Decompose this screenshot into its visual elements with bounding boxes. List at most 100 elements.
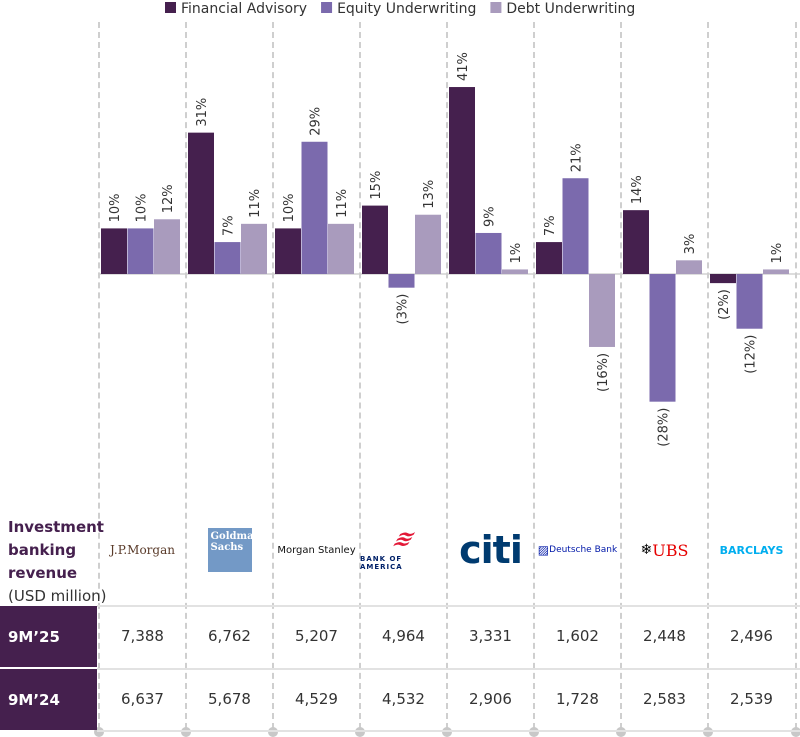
bank-logo: Morgan Stanley: [273, 525, 360, 575]
data-label: 12%: [161, 184, 176, 213]
bar-chart: Financial Advisory Equity Underwriting Deb…: [99, 1, 800, 447]
deutsche-bank-icon: ▨: [537, 543, 550, 557]
revenue-cell: 1,602: [556, 627, 599, 645]
bank-logo-text: BARCLAYS: [719, 543, 784, 557]
data-label: 9%: [483, 206, 498, 227]
data-label: 31%: [195, 98, 210, 127]
column-divider: [707, 22, 709, 729]
data-label: 14%: [630, 175, 645, 204]
bank-logo-text: Morgan Stanley: [277, 544, 356, 556]
bar-equity-underwriting: [214, 242, 241, 274]
data-label: 21%: [570, 143, 585, 172]
data-label: 11%: [335, 189, 350, 218]
bank-logo-text: Goldman Sachs: [207, 528, 261, 572]
bar-financial-advisory: [275, 228, 301, 274]
divider-dot: [355, 727, 365, 737]
table-label-title: Investment banking revenue: [8, 518, 104, 582]
bar-equity-underwriting: [301, 141, 328, 274]
revenue-cell: 7,388: [121, 627, 164, 645]
column-divider: [185, 22, 187, 729]
revenue-cell: 1,728: [556, 690, 599, 708]
data-label: (12%): [744, 335, 759, 374]
bar-equity-underwriting: [388, 274, 415, 288]
data-label: (28%): [657, 408, 672, 447]
data-label: 3%: [683, 234, 698, 255]
revenue-cell: 2,583: [643, 690, 686, 708]
bar-debt-underwriting: [154, 219, 180, 274]
divider-dot: [529, 727, 539, 737]
bank-logo: J.P.Morgan: [99, 525, 186, 575]
bar-debt-underwriting: [763, 269, 789, 274]
bank-logo: citi: [447, 525, 534, 575]
bank-logo-text: Deutsche Bank: [549, 545, 618, 555]
bar-financial-advisory: [101, 228, 127, 274]
bank-logo: BANK OF AMERICA ≋: [360, 525, 447, 575]
legend-swatch: [165, 2, 176, 13]
row-header: 9M’25: [0, 606, 97, 667]
bank-logo: ❄ UBS: [621, 525, 708, 575]
column-divider: [272, 22, 274, 729]
revenue-cell: 2,496: [730, 627, 773, 645]
column-divider: [795, 22, 797, 729]
revenue-cell: 3,331: [469, 627, 512, 645]
bar-debt-underwriting: [415, 214, 441, 274]
row-header: 9M’24: [0, 669, 97, 730]
bar-debt-underwriting: [502, 269, 528, 274]
bar-equity-underwriting: [649, 274, 676, 402]
bar-debt-underwriting: [676, 260, 702, 274]
bank-logo-text: BANK OF AMERICA ≋: [360, 527, 420, 571]
legend-label: Equity Underwriting: [337, 1, 476, 17]
bar-financial-advisory: [449, 87, 475, 274]
legend-label: Financial Advisory: [181, 1, 307, 17]
bar-equity-underwriting: [736, 274, 763, 329]
revenue-cell: 6,637: [121, 690, 164, 708]
revenue-cell: 6,762: [208, 627, 251, 645]
data-label: 41%: [456, 52, 471, 81]
data-label: 13%: [422, 180, 437, 209]
legend-swatch: [321, 2, 333, 13]
revenue-cell: 4,532: [382, 690, 425, 708]
data-label: 7%: [222, 215, 237, 236]
table-label: Investment banking revenue (USD million): [8, 516, 107, 608]
bar-debt-underwriting: [328, 223, 354, 274]
divider-dot: [94, 727, 104, 737]
data-label: 1%: [509, 243, 524, 264]
revenue-cell: 5,678: [208, 690, 251, 708]
divider-dot: [442, 727, 452, 737]
bank-logo: Goldman Sachs: [186, 525, 273, 575]
table-label-unit: (USD million): [8, 587, 107, 605]
bar-debt-underwriting: [241, 223, 267, 274]
bank-logo: ▨ Deutsche Bank: [534, 525, 621, 575]
column-divider: [359, 22, 361, 729]
column-divider: [98, 22, 100, 729]
data-label: 7%: [543, 215, 558, 236]
row-divider: [97, 730, 800, 732]
bar-debt-underwriting: [589, 274, 615, 347]
data-label: 1%: [770, 243, 785, 264]
bank-logo-text: J.P.Morgan: [110, 543, 175, 557]
bar-equity-underwriting: [475, 232, 502, 274]
data-label: 15%: [369, 171, 384, 200]
bank-logo-text: citi: [459, 528, 523, 572]
bar-financial-advisory: [623, 210, 649, 274]
data-label: 10%: [108, 193, 123, 222]
bank-logo-text: UBS: [652, 540, 689, 560]
row-divider: [97, 605, 800, 607]
data-label: 29%: [309, 107, 324, 136]
column-divider: [533, 22, 535, 729]
data-label: (16%): [596, 353, 611, 392]
data-label: (3%): [396, 294, 411, 325]
bofa-flag-icon: ≋: [387, 527, 420, 552]
data-label: 10%: [135, 193, 150, 222]
revenue-cell: 4,964: [382, 627, 425, 645]
revenue-cell: 5,207: [295, 627, 338, 645]
revenue-cell: 4,529: [295, 690, 338, 708]
bar-financial-advisory: [536, 242, 562, 274]
data-label: (2%): [717, 289, 732, 320]
divider-dot: [703, 727, 713, 737]
bar-financial-advisory: [710, 274, 736, 284]
column-divider: [620, 22, 622, 729]
divider-dot: [268, 727, 278, 737]
bar-financial-advisory: [188, 132, 214, 274]
data-label: 10%: [282, 193, 297, 222]
